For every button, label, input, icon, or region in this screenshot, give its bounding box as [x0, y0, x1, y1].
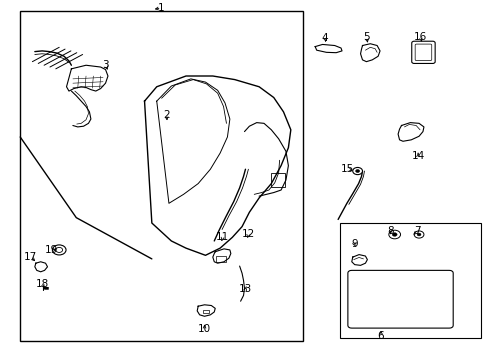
- Text: 9: 9: [350, 239, 357, 249]
- Circle shape: [388, 230, 400, 239]
- Text: 16: 16: [412, 32, 426, 41]
- Text: 6: 6: [377, 331, 384, 341]
- Text: 2: 2: [163, 111, 169, 121]
- Polygon shape: [351, 255, 366, 265]
- Text: 11: 11: [216, 232, 229, 242]
- Polygon shape: [35, 262, 47, 272]
- Text: 8: 8: [386, 226, 393, 236]
- Polygon shape: [212, 249, 230, 263]
- Text: 5: 5: [363, 32, 369, 41]
- Circle shape: [416, 233, 420, 236]
- Bar: [203, 310, 208, 314]
- Polygon shape: [66, 65, 108, 91]
- Polygon shape: [397, 123, 423, 141]
- Bar: [20, 12, 303, 341]
- Polygon shape: [315, 44, 341, 53]
- Polygon shape: [197, 305, 215, 316]
- Text: 15: 15: [341, 164, 354, 174]
- Text: 14: 14: [410, 151, 424, 161]
- Text: 4: 4: [321, 33, 327, 43]
- Circle shape: [391, 233, 396, 236]
- Text: 3: 3: [102, 60, 109, 70]
- Text: 1: 1: [158, 3, 164, 13]
- Text: 13: 13: [238, 284, 252, 294]
- Text: 17: 17: [24, 252, 38, 262]
- Text: 10: 10: [198, 324, 211, 334]
- Circle shape: [52, 245, 66, 255]
- FancyBboxPatch shape: [411, 41, 434, 63]
- Bar: [216, 256, 225, 262]
- Polygon shape: [144, 76, 290, 255]
- Text: 7: 7: [413, 226, 420, 236]
- Text: 19: 19: [45, 245, 59, 255]
- Circle shape: [352, 167, 362, 175]
- Bar: [271, 173, 285, 187]
- Text: 12: 12: [241, 229, 255, 239]
- Polygon shape: [360, 44, 379, 62]
- Text: 18: 18: [36, 279, 49, 289]
- Bar: [339, 223, 480, 338]
- Circle shape: [355, 170, 359, 172]
- Circle shape: [413, 231, 423, 238]
- FancyBboxPatch shape: [347, 270, 452, 328]
